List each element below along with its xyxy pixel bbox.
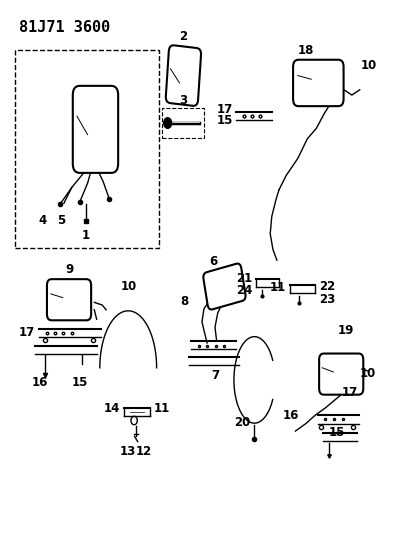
Text: 16: 16 <box>283 409 299 422</box>
Text: 15: 15 <box>329 426 346 439</box>
FancyBboxPatch shape <box>293 60 344 106</box>
Text: 18: 18 <box>298 44 314 56</box>
Text: 12: 12 <box>136 445 152 458</box>
Text: 15: 15 <box>72 376 88 389</box>
Text: 81J71 3600: 81J71 3600 <box>18 20 110 35</box>
Text: 11: 11 <box>154 402 170 415</box>
Text: 24: 24 <box>236 284 252 297</box>
FancyBboxPatch shape <box>166 45 201 106</box>
Text: 11: 11 <box>270 281 286 294</box>
Text: 5: 5 <box>57 214 65 227</box>
Text: 10: 10 <box>361 59 377 71</box>
Text: 20: 20 <box>234 416 251 429</box>
Text: 2: 2 <box>179 30 188 43</box>
Text: 16: 16 <box>32 376 48 389</box>
Text: 4: 4 <box>38 214 46 227</box>
Text: 6: 6 <box>210 255 218 268</box>
FancyBboxPatch shape <box>203 264 246 310</box>
Text: 21: 21 <box>236 272 252 285</box>
Text: 3: 3 <box>179 94 188 107</box>
FancyBboxPatch shape <box>319 353 363 394</box>
Text: 10: 10 <box>360 367 376 379</box>
FancyBboxPatch shape <box>47 279 91 320</box>
Text: 17: 17 <box>341 385 358 399</box>
Text: 9: 9 <box>65 263 73 276</box>
Text: 22: 22 <box>319 280 335 293</box>
Bar <box>162 108 204 139</box>
Text: 8: 8 <box>180 295 188 308</box>
Text: 7: 7 <box>212 369 220 382</box>
Text: 17: 17 <box>217 103 233 116</box>
Text: 19: 19 <box>337 325 354 337</box>
FancyBboxPatch shape <box>73 86 118 173</box>
Text: 14: 14 <box>104 402 120 415</box>
Text: 1: 1 <box>82 229 90 241</box>
Text: 15: 15 <box>217 115 233 127</box>
Circle shape <box>164 118 172 128</box>
Text: 10: 10 <box>120 280 136 293</box>
Text: 13: 13 <box>120 445 136 458</box>
Bar <box>15 50 158 248</box>
Text: 17: 17 <box>19 326 35 340</box>
Text: 23: 23 <box>319 293 335 306</box>
